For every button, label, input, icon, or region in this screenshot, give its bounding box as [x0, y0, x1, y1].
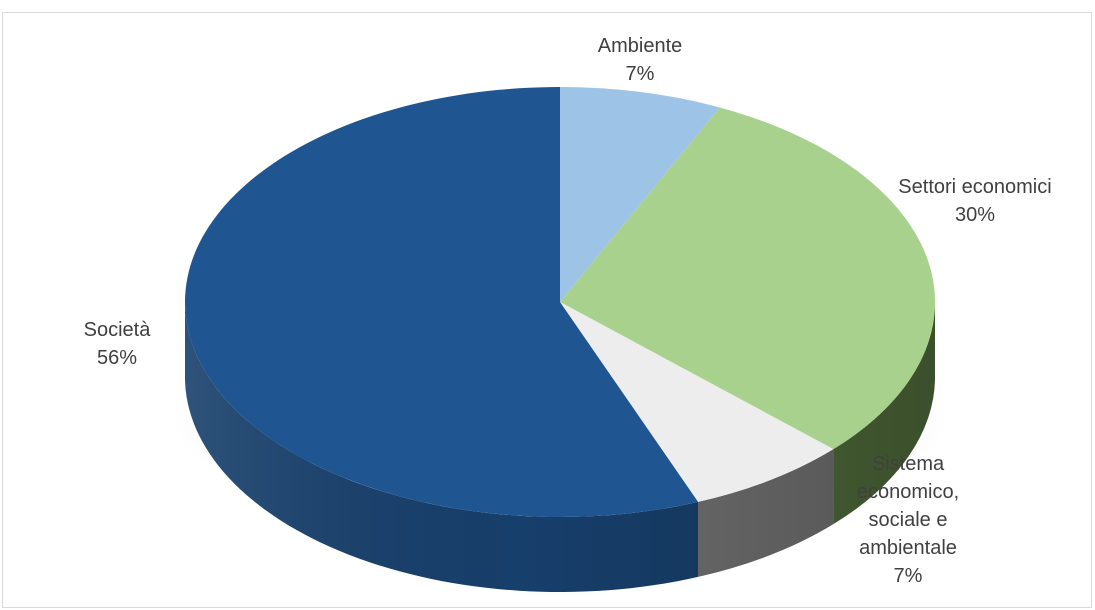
slice-label-societ: Società 56% [84, 319, 152, 369]
slice-value-settori-economici: 30% [955, 204, 995, 226]
slice-label-settori-economici: Settori economici 30% [898, 176, 1051, 226]
pie-slice-ambiente [560, 87, 720, 302]
slice-value-ambiente: 7% [626, 63, 655, 85]
slice-label-line: Sistema [872, 453, 945, 475]
slice-labels: Ambiente 7% Settori economici 30% Sistema eco… [84, 35, 1052, 587]
slice-label-line: Ambiente [598, 35, 683, 57]
slice-value-sistema-economico-sociale-e-ambientale: 7% [894, 565, 923, 587]
slice-label-line: ambientale [859, 537, 957, 559]
pie-slice-sistema-economico-sociale-e-ambientale [560, 302, 834, 502]
slice-value-societ: 56% [97, 347, 137, 369]
pie-slice-settori-economici [560, 107, 935, 450]
slice-label-ambiente: Ambiente 7% [598, 35, 683, 85]
slice-label-line: Settori economici [898, 176, 1051, 198]
slice-label-sistema-economico-sociale-e-ambientale: Sistema economico, sociale e ambientale 7% [857, 453, 959, 587]
pie-side-shading [185, 302, 935, 592]
slice-label-line: Società [84, 319, 152, 341]
pie-sides [185, 302, 935, 592]
pie-tops [185, 87, 935, 517]
pie-slice-societ [185, 87, 699, 517]
slice-label-line: sociale e [869, 509, 948, 531]
slice-label-line: economico, [857, 481, 959, 503]
